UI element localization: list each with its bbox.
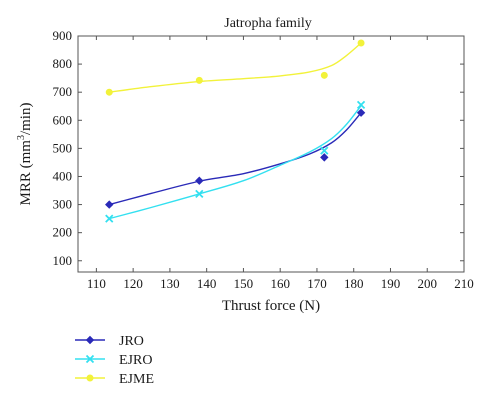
data-point-ejro [195,189,204,199]
y-tick-label: 800 [53,56,73,71]
y-tick-label: 900 [53,28,73,43]
y-tick-label: 400 [53,168,73,183]
y-tick-label: 600 [53,112,73,127]
legend: JRO EJRO EJME [75,334,154,387]
series-jro [105,108,366,209]
x-tick-label: 210 [454,276,474,291]
legend-label: JRO [119,334,144,349]
legend-item-ejme: EJME [75,372,154,387]
legend-swatch-marker [86,374,94,382]
x-tick-label: 130 [160,276,180,291]
legend-item-ejro: EJRO [75,353,152,368]
x-tick-label: 200 [417,276,437,291]
data-point-ejme [320,71,328,79]
x-tick-label: 160 [270,276,290,291]
series-line-ejro [109,105,362,220]
x-tick-label: 150 [234,276,254,291]
data-point-ejro [356,100,366,109]
series-layer [105,39,366,223]
y-tick-label: 500 [53,140,73,155]
legend-swatch-marker [85,354,95,364]
data-point-ejme [195,76,203,84]
x-tick-label: 190 [381,276,401,291]
y-tick-label: 100 [53,253,73,268]
data-point-ejme [105,88,113,96]
legend-label: EJME [119,372,154,387]
y-tick-label: 300 [53,197,73,212]
x-tick-label: 140 [197,276,217,291]
chart-title: Jatropha family [224,16,311,31]
x-axis-label: Thrust force (N) [222,298,320,314]
y-axis-ticks: 100 200 300 400 500 600 700 800 900 [53,28,464,268]
y-axis-label-prefix: MRR (mm [18,140,34,206]
legend-swatch-marker [85,335,95,345]
y-tick-label: 200 [53,225,73,240]
data-point-ejro [105,214,114,223]
series-ejme [105,39,365,96]
x-tick-label: 180 [344,276,364,291]
x-tick-label: 120 [123,276,143,291]
series-ejro [105,100,366,223]
data-point-jro [356,108,366,117]
data-point-jro [105,200,114,209]
series-line-ejme [109,42,362,93]
data-point-jro [195,176,204,185]
y-tick-label: 700 [53,84,73,99]
x-tick-label: 110 [87,276,106,291]
data-point-ejro [320,146,329,155]
y-axis-label-suffix: /min) [18,103,34,136]
x-tick-label: 170 [307,276,327,291]
series-line-jro [109,112,362,206]
legend-label: EJRO [119,353,152,368]
legend-item-jro: JRO [75,334,144,349]
y-axis-label: MRR (mm3/min) [16,103,34,206]
plot-frame [77,35,465,273]
data-point-jro [320,153,329,162]
x-axis-ticks: 110 120 130 140 150 160 170 180 190 200 210 [87,36,474,291]
data-point-ejme [357,39,365,47]
y-axis-label-superscript: 3 [16,135,27,140]
